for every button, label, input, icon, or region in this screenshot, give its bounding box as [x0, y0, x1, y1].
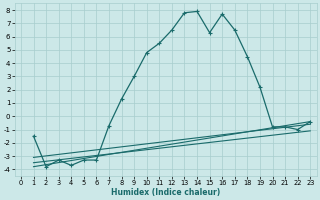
X-axis label: Humidex (Indice chaleur): Humidex (Indice chaleur) [111, 188, 220, 197]
